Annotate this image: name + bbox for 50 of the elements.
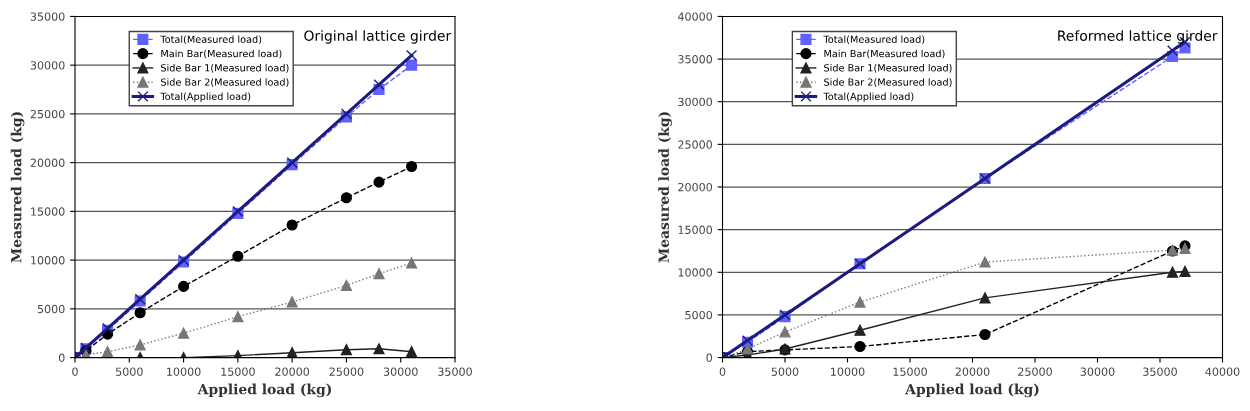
legend-label: Total(Measured load): [160, 35, 262, 45]
y-tick-label: 25000: [30, 109, 65, 119]
x-tick-label: 5000: [116, 367, 143, 376]
x-tick-label: 0: [719, 367, 726, 376]
x-tick-label: 20000: [955, 367, 990, 376]
x-tick-label: 25000: [329, 367, 364, 376]
x-tick-label: 10000: [167, 367, 201, 376]
y-tick-label: 20000: [30, 158, 65, 168]
x-tick-label: 35000: [438, 367, 472, 376]
y-tick-label: 30000: [678, 97, 713, 107]
x-tick-label: 30000: [1080, 367, 1115, 376]
legend-label: Total(Measured load): [823, 35, 925, 45]
x-tick-label: 5000: [771, 367, 799, 376]
y-tick-label: 20000: [678, 182, 713, 192]
legend-label: Total(Applied load): [823, 92, 914, 102]
y-tick-label: 15000: [31, 207, 65, 216]
legend-label: Side Bar 2(Measured load): [161, 78, 289, 87]
y-tick-label: 25000: [678, 140, 713, 149]
y-tick-label: 5000: [685, 310, 713, 320]
legend-label: Main Bar(Measured load): [824, 49, 945, 59]
y-axis-title: Measured load (kg): [658, 112, 672, 263]
y-tick-label: 30000: [30, 61, 65, 70]
x-axis-title: Applied load (kg): [905, 383, 1039, 398]
x-tick-label: 0: [72, 367, 78, 376]
y-tick-label: 5000: [37, 304, 65, 314]
x-axis-title: Applied load (kg): [197, 383, 332, 398]
legend-label: Side Bar 1(Measured load): [161, 63, 289, 73]
x-tick-label: 35000: [1143, 367, 1177, 376]
legend-label: Side Bar 1(Measured load): [824, 63, 952, 73]
y-tick-label: 35000: [678, 55, 713, 64]
x-tick-label: 10000: [831, 367, 865, 376]
y-tick-label: 15000: [678, 225, 713, 235]
x-tick-label: 25000: [1018, 367, 1052, 376]
x-tick-label: 40000: [1205, 367, 1240, 376]
y-axis-title: Measured load (kg): [10, 112, 25, 263]
legend-label: Side Bar 2(Measured load): [824, 78, 952, 87]
y-tick-label: 10000: [678, 268, 713, 277]
y-tick-label: 10000: [31, 256, 65, 265]
annotation: Original lattice girder: [304, 30, 452, 44]
y-tick-label: 35000: [30, 12, 65, 21]
legend-label: Total(Applied load): [160, 92, 251, 102]
y-tick-label: 0: [58, 353, 65, 362]
y-tick-label: 0: [706, 353, 713, 362]
legend-label: Main Bar(Measured load): [161, 49, 282, 59]
x-tick-label: 20000: [275, 367, 310, 376]
annotation: Reformed lattice girder: [1058, 30, 1218, 44]
y-tick-label: 40000: [677, 12, 713, 21]
x-tick-label: 15000: [893, 367, 927, 376]
x-tick-label: 30000: [383, 367, 418, 376]
x-tick-label: 15000: [221, 367, 255, 376]
